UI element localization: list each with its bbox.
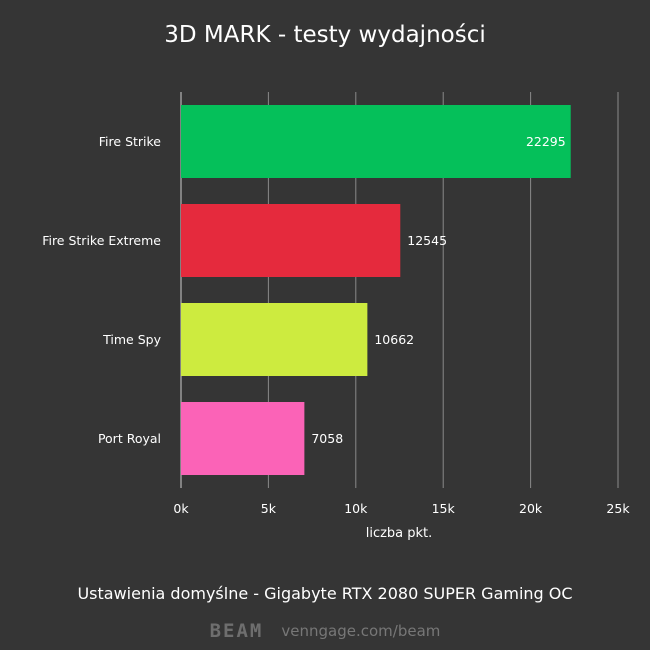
data-label: 12545 bbox=[407, 233, 447, 248]
data-label: 22295 bbox=[526, 134, 566, 149]
x-tick-label: 20k bbox=[519, 501, 543, 516]
chart-title: 3D MARK - testy wydajności bbox=[164, 22, 486, 48]
bar-port-royal bbox=[181, 402, 305, 475]
category-label: Fire Strike bbox=[99, 134, 162, 149]
bar-time-spy bbox=[181, 303, 368, 376]
branding: BEAM venngage.com/beam bbox=[0, 620, 650, 642]
category-label: Time Spy bbox=[102, 332, 161, 347]
x-tick-label: 5k bbox=[261, 501, 277, 516]
bar-fire-strike bbox=[181, 105, 571, 178]
x-tick-labels: 0k 5k 10k 15k 20k 25k bbox=[173, 501, 630, 516]
beam-logo[interactable]: BEAM bbox=[209, 620, 264, 642]
category-label: Port Royal bbox=[98, 431, 161, 446]
bar-fire-strike-extreme bbox=[181, 204, 401, 277]
footer-note: Ustawienia domyślne - Gigabyte RTX 2080 … bbox=[77, 584, 573, 603]
x-tick-label: 10k bbox=[344, 501, 368, 516]
bars bbox=[181, 105, 571, 475]
x-tick-label: 0k bbox=[173, 501, 189, 516]
data-label: 10662 bbox=[374, 332, 414, 347]
x-axis-title: liczba pkt. bbox=[366, 526, 433, 541]
x-tick-label: 25k bbox=[606, 501, 630, 516]
data-label: 7058 bbox=[311, 431, 343, 446]
x-tick-label: 15k bbox=[432, 501, 456, 516]
category-label: Fire Strike Extreme bbox=[42, 233, 161, 248]
category-labels: Fire Strike Fire Strike Extreme Time Spy Po… bbox=[42, 134, 161, 446]
venngage-link[interactable]: venngage.com/beam bbox=[281, 622, 441, 640]
value-labels: 22295 12545 10662 7058 bbox=[311, 134, 565, 446]
